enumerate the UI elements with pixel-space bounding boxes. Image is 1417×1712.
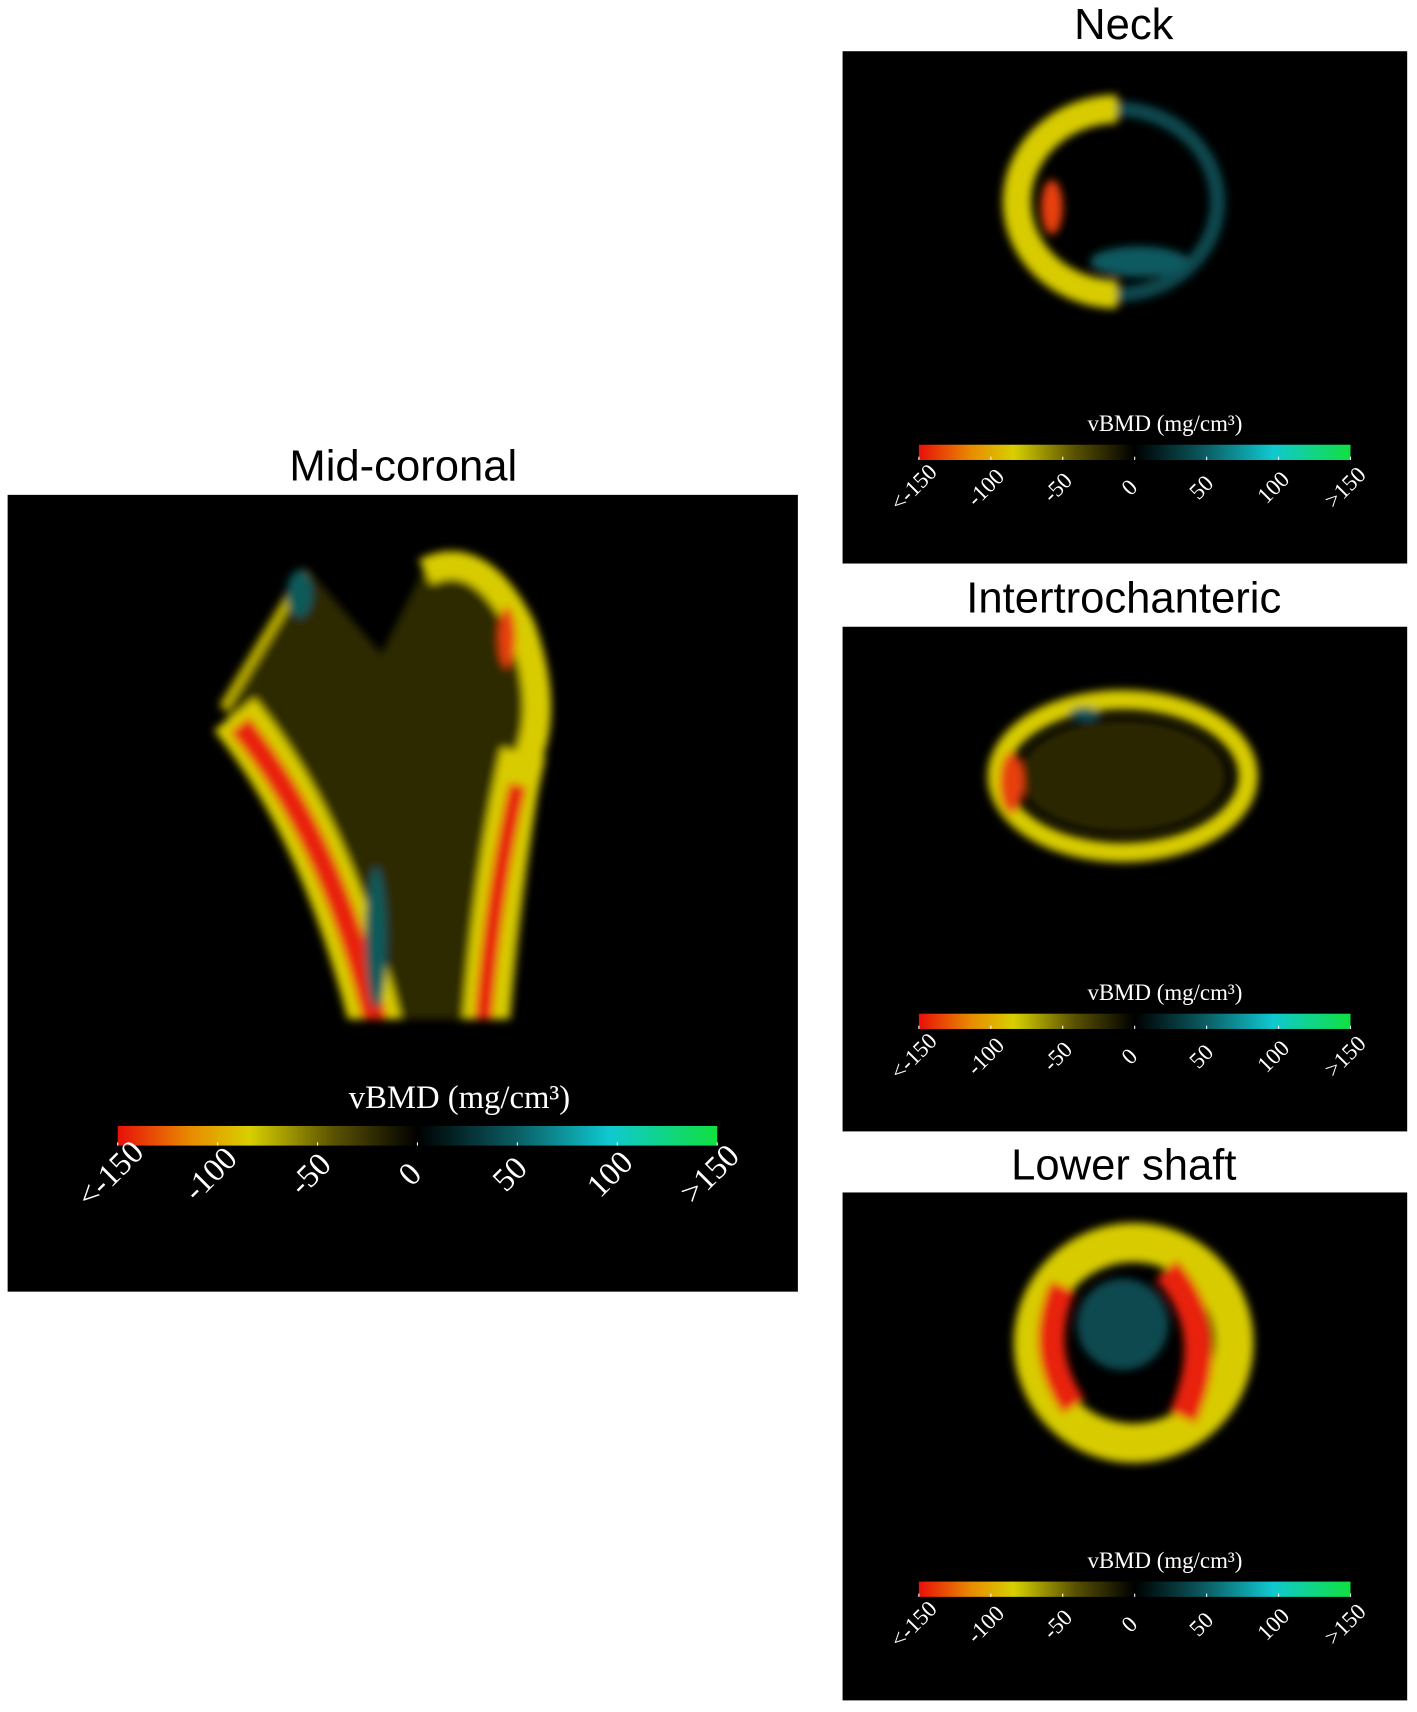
colorbar	[918, 444, 1351, 460]
bone-images	[213, 94, 1258, 1463]
panel-backgrounds	[7, 51, 1408, 1701]
panel-title: Neck	[1074, 1, 1174, 49]
neck-image	[1002, 94, 1226, 309]
colorbar-label: vBMD (mg/cm³)	[1087, 1548, 1242, 1573]
panel-image-background	[842, 626, 1408, 1132]
panel-image-background	[842, 51, 1408, 564]
panel-title: Mid-coronal	[289, 443, 517, 491]
panel-title: Lower shaft	[1011, 1141, 1236, 1189]
colorbar	[918, 1013, 1351, 1029]
lower-shaft-image	[1013, 1222, 1254, 1463]
colorbar-label: vBMD (mg/cm³)	[1087, 411, 1242, 436]
colorbar-label: vBMD (mg/cm³)	[1087, 980, 1242, 1005]
mid-coronal-image	[213, 551, 551, 1020]
colorbar-label: vBMD (mg/cm³)	[349, 1080, 570, 1116]
intertrochanteric-image	[987, 689, 1258, 863]
panel-title: Intertrochanteric	[966, 575, 1281, 623]
colorbar	[117, 1125, 718, 1146]
colorbar	[918, 1581, 1351, 1597]
